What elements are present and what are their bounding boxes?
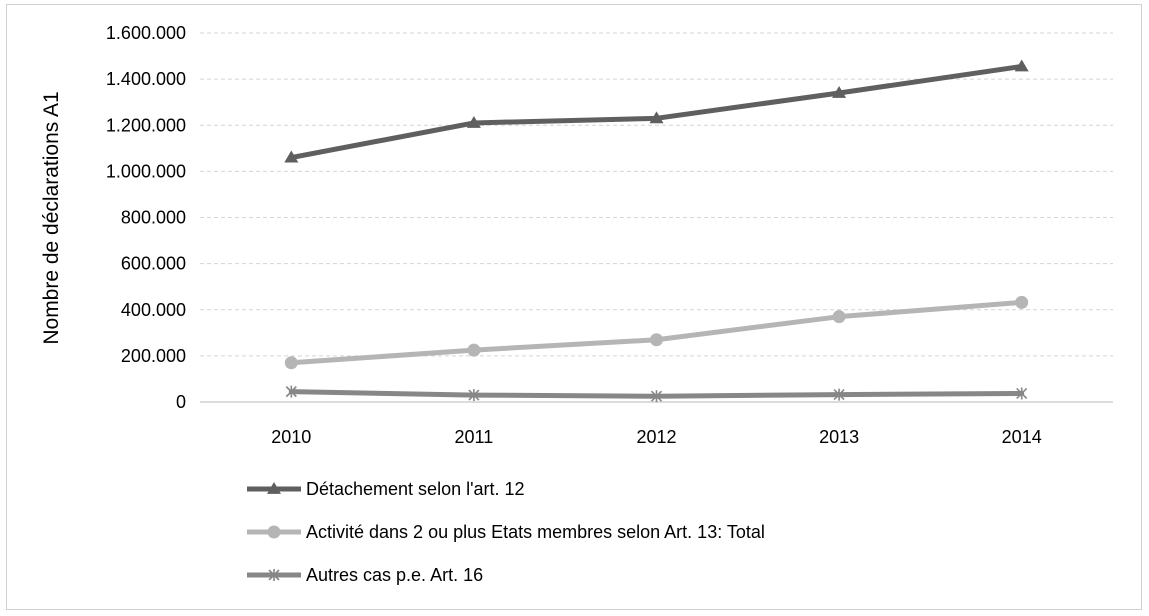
data-point bbox=[468, 389, 480, 402]
data-point bbox=[1016, 387, 1028, 400]
gridlines bbox=[200, 32, 1113, 403]
y-tick-label: 1.600.000 bbox=[106, 23, 186, 43]
legend-label: Détachement selon l'art. 12 bbox=[306, 479, 525, 499]
x-tick-label: 2010 bbox=[271, 427, 311, 447]
y-tick-label: 0 bbox=[176, 392, 186, 412]
data-point bbox=[285, 385, 297, 398]
x-tick-label: 2012 bbox=[636, 427, 676, 447]
data-point bbox=[649, 111, 664, 124]
data-point bbox=[650, 333, 663, 347]
data-point bbox=[284, 150, 299, 163]
legend-item: Activité dans 2 ou plus Etats membres se… bbox=[247, 522, 765, 542]
x-tick-label: 2013 bbox=[819, 427, 859, 447]
y-tick-label: 800.000 bbox=[121, 208, 186, 228]
data-point bbox=[832, 85, 847, 98]
data-point bbox=[467, 343, 481, 357]
x-tick-labels: 2010 2011 2012 2013 2014 bbox=[271, 427, 1041, 447]
data-point bbox=[1015, 295, 1029, 309]
y-tick-label: 1.400.000 bbox=[106, 69, 186, 89]
legend-label: Activité dans 2 ou plus Etats membres se… bbox=[306, 522, 765, 542]
legend-label: Autres cas p.e. Art. 16 bbox=[306, 565, 483, 585]
y-tick-label: 200.000 bbox=[121, 346, 186, 366]
x-tick-label: 2014 bbox=[1002, 427, 1042, 447]
legend-marker bbox=[267, 525, 281, 539]
data-point bbox=[833, 388, 845, 401]
data-point bbox=[650, 390, 663, 403]
data-point bbox=[832, 310, 846, 324]
y-axis-label: Nombre de déclarations A1 bbox=[40, 91, 63, 344]
legend-item: Autres cas p.e. Art. 16 bbox=[247, 565, 483, 585]
y-tick-label: 600.000 bbox=[121, 254, 186, 274]
data-point bbox=[466, 115, 481, 128]
legend-marker bbox=[267, 482, 281, 494]
legend-marker bbox=[268, 569, 280, 581]
x-tick-label: 2011 bbox=[455, 427, 494, 447]
y-tick-label: 400.000 bbox=[121, 300, 186, 320]
data-point bbox=[284, 356, 298, 370]
data-point bbox=[1014, 59, 1029, 72]
legend: Détachement selon l'art. 12 Activité dans… bbox=[247, 479, 765, 585]
series-line bbox=[288, 299, 1025, 366]
legend-item: Détachement selon l'art. 12 bbox=[247, 479, 525, 499]
y-tick-labels: 0 200.000 400.000 600.000 800.000 1.000.000 1.… bbox=[106, 23, 186, 412]
y-tick-label: 1.200.000 bbox=[106, 115, 186, 135]
y-tick-label: 1.000.000 bbox=[106, 161, 186, 181]
series-markers bbox=[284, 59, 1029, 403]
